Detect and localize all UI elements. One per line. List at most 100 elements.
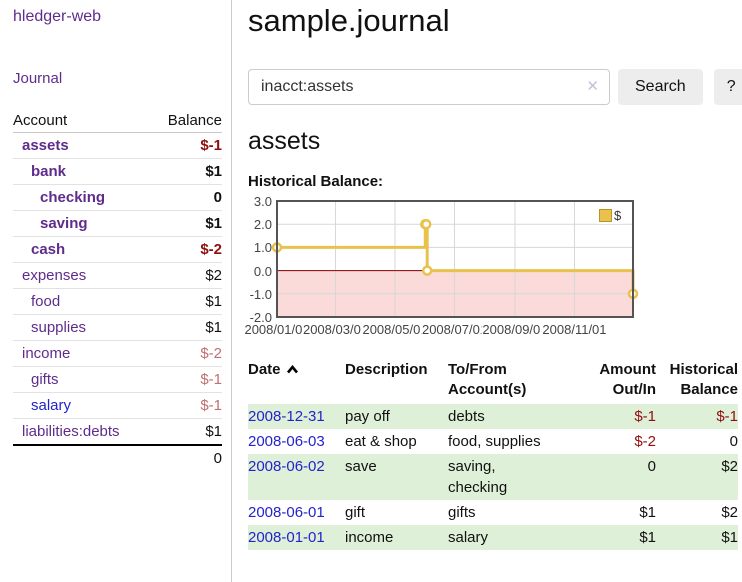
account-row: liabilities:debts $1 [13, 418, 222, 446]
account-row: checking 0 [13, 184, 222, 211]
register-header-row: Date Description To/From Account(s) Amou… [248, 358, 738, 404]
account-link[interactable]: salary [31, 397, 72, 414]
register-description-cell: gift [345, 504, 366, 521]
accounts-total-row: 0 [13, 444, 222, 471]
help-button[interactable]: ? [713, 69, 742, 105]
chevron-up-icon [286, 360, 299, 380]
register-accounts-cell: gifts [448, 504, 476, 521]
chart-x-tick-label: 2008/07/01 [420, 322, 489, 338]
account-balance: $-1 [151, 366, 222, 393]
account-row: income $-2 [13, 340, 222, 367]
account-cell: income [13, 340, 152, 367]
accounts-header-account: Account [13, 109, 152, 133]
search-input[interactable] [248, 69, 610, 105]
search-button[interactable]: Search [618, 69, 703, 105]
register-accounts-cell: salary [448, 525, 590, 550]
register-date-cell: 2008-06-03 [248, 429, 345, 454]
journal-nav: Journal [13, 70, 231, 88]
register-date-cell: 2008-06-02 [248, 454, 345, 500]
account-row: gifts $-1 [13, 366, 222, 393]
register-amount-cell: $1 [590, 525, 656, 550]
account-link[interactable]: income [22, 345, 71, 362]
register-row: 2008-06-02 save saving, checking 0 $2 [248, 454, 738, 500]
chart-x-tick-label: 2008/09/01 [481, 322, 549, 338]
register-description-cell: eat & shop [345, 433, 417, 450]
register-balance-cell: $2 [656, 454, 738, 500]
accounts-table: Account Balance assets $-1 bank $1 checking 0… [13, 109, 222, 471]
register-accounts-cell: debts [448, 404, 590, 429]
account-cell: assets [13, 132, 152, 159]
app-title-link[interactable]: hledger-web [13, 8, 102, 25]
account-link[interactable]: bank [31, 163, 67, 180]
chart-title: Historical Balance: [248, 173, 384, 190]
chart-y-tick-label: -1.0 [249, 286, 272, 302]
register-amount-cell: $1 [639, 504, 656, 521]
chart-x-tick-label: 2008/01/01 [243, 322, 311, 338]
app-title: hledger-web [13, 8, 231, 26]
account-row: expenses $2 [13, 262, 222, 289]
account-balance: $1 [151, 210, 222, 237]
register-header-balance: Historical Balance [669, 361, 738, 398]
chart-legend: $ [597, 207, 624, 224]
account-link[interactable]: assets [22, 137, 69, 154]
accounts-total-value: 0 [151, 444, 222, 471]
register-row: 2008-06-01 gift gifts $1 $2 [248, 500, 738, 525]
register-accounts-cell: food, supplies [448, 433, 541, 450]
account-row: cash $-2 [13, 236, 222, 263]
register-balance-cell: 0 [729, 433, 738, 450]
main-content: sample.journal ✕ Search ? assets Histori… [232, 0, 742, 582]
chart-y-tick-label: 3.0 [253, 194, 272, 209]
search-bar: ✕ Search ? [248, 69, 742, 105]
account-link[interactable]: supplies [31, 319, 87, 336]
account-cell: checking [13, 184, 152, 211]
account-link[interactable]: cash [31, 241, 66, 258]
account-cell: saving [13, 210, 152, 237]
register-balance-cell: $1 [656, 525, 738, 550]
account-link[interactable]: expenses [22, 267, 87, 284]
account-link[interactable]: gifts [31, 371, 59, 388]
register-description-cell: pay off [345, 404, 448, 429]
transaction-date-link[interactable]: 2008-01-01 [248, 529, 325, 546]
accounts-total-spacer [13, 444, 152, 471]
register-date-cell: 2008-12-31 [248, 404, 345, 429]
chart-y-tick-label: 0.0 [253, 263, 272, 279]
account-balance: $2 [151, 262, 222, 289]
register-date-cell: 2008-01-01 [248, 525, 345, 550]
account-cell: supplies [13, 314, 152, 341]
page-title: sample.journal [248, 3, 450, 38]
account-link[interactable]: liabilities:debts [22, 423, 120, 440]
transaction-date-link[interactable]: 2008-06-03 [248, 433, 325, 450]
register-header-date[interactable]: Date [248, 358, 345, 404]
account-link[interactable]: food [31, 293, 61, 310]
account-balance: $1 [151, 288, 222, 315]
register-header-amount: Amount Out/In [599, 361, 656, 398]
chart-x-tick-label: 2008/03/01 [301, 322, 370, 338]
register-balance-cell: $-1 [656, 404, 738, 429]
legend-label: $ [614, 208, 622, 223]
register-amount-cell: 0 [590, 454, 656, 500]
chart-canvas [271, 200, 639, 318]
account-row: food $1 [13, 288, 222, 315]
register-header-description: Description [345, 361, 428, 378]
search-field-wrap: ✕ [248, 69, 610, 105]
transaction-date-link[interactable]: 2008-06-02 [248, 458, 325, 475]
register-header-accounts: To/From Account(s) [448, 361, 527, 398]
journal-link[interactable]: Journal [13, 70, 63, 87]
transaction-date-link[interactable]: 2008-12-31 [248, 408, 325, 425]
account-cell: salary [13, 392, 152, 419]
account-row: salary $-1 [13, 392, 222, 419]
account-link[interactable]: saving [40, 215, 88, 232]
account-row: assets $-1 [13, 132, 222, 159]
account-link[interactable]: checking [40, 189, 106, 206]
chart-data-point [420, 218, 432, 230]
register-description-cell: income [345, 525, 448, 550]
account-cell: expenses [13, 262, 152, 289]
chart-x-tick-label: 2008/11/01 [541, 322, 608, 338]
account-row: supplies $1 [13, 314, 222, 341]
accounts-header-balance: Balance [151, 109, 222, 133]
account-balance: $1 [151, 418, 222, 446]
transaction-date-link[interactable]: 2008-06-01 [248, 504, 325, 521]
clear-search-icon[interactable]: ✕ [586, 78, 599, 95]
register-accounts-cell: saving, checking [448, 454, 590, 500]
